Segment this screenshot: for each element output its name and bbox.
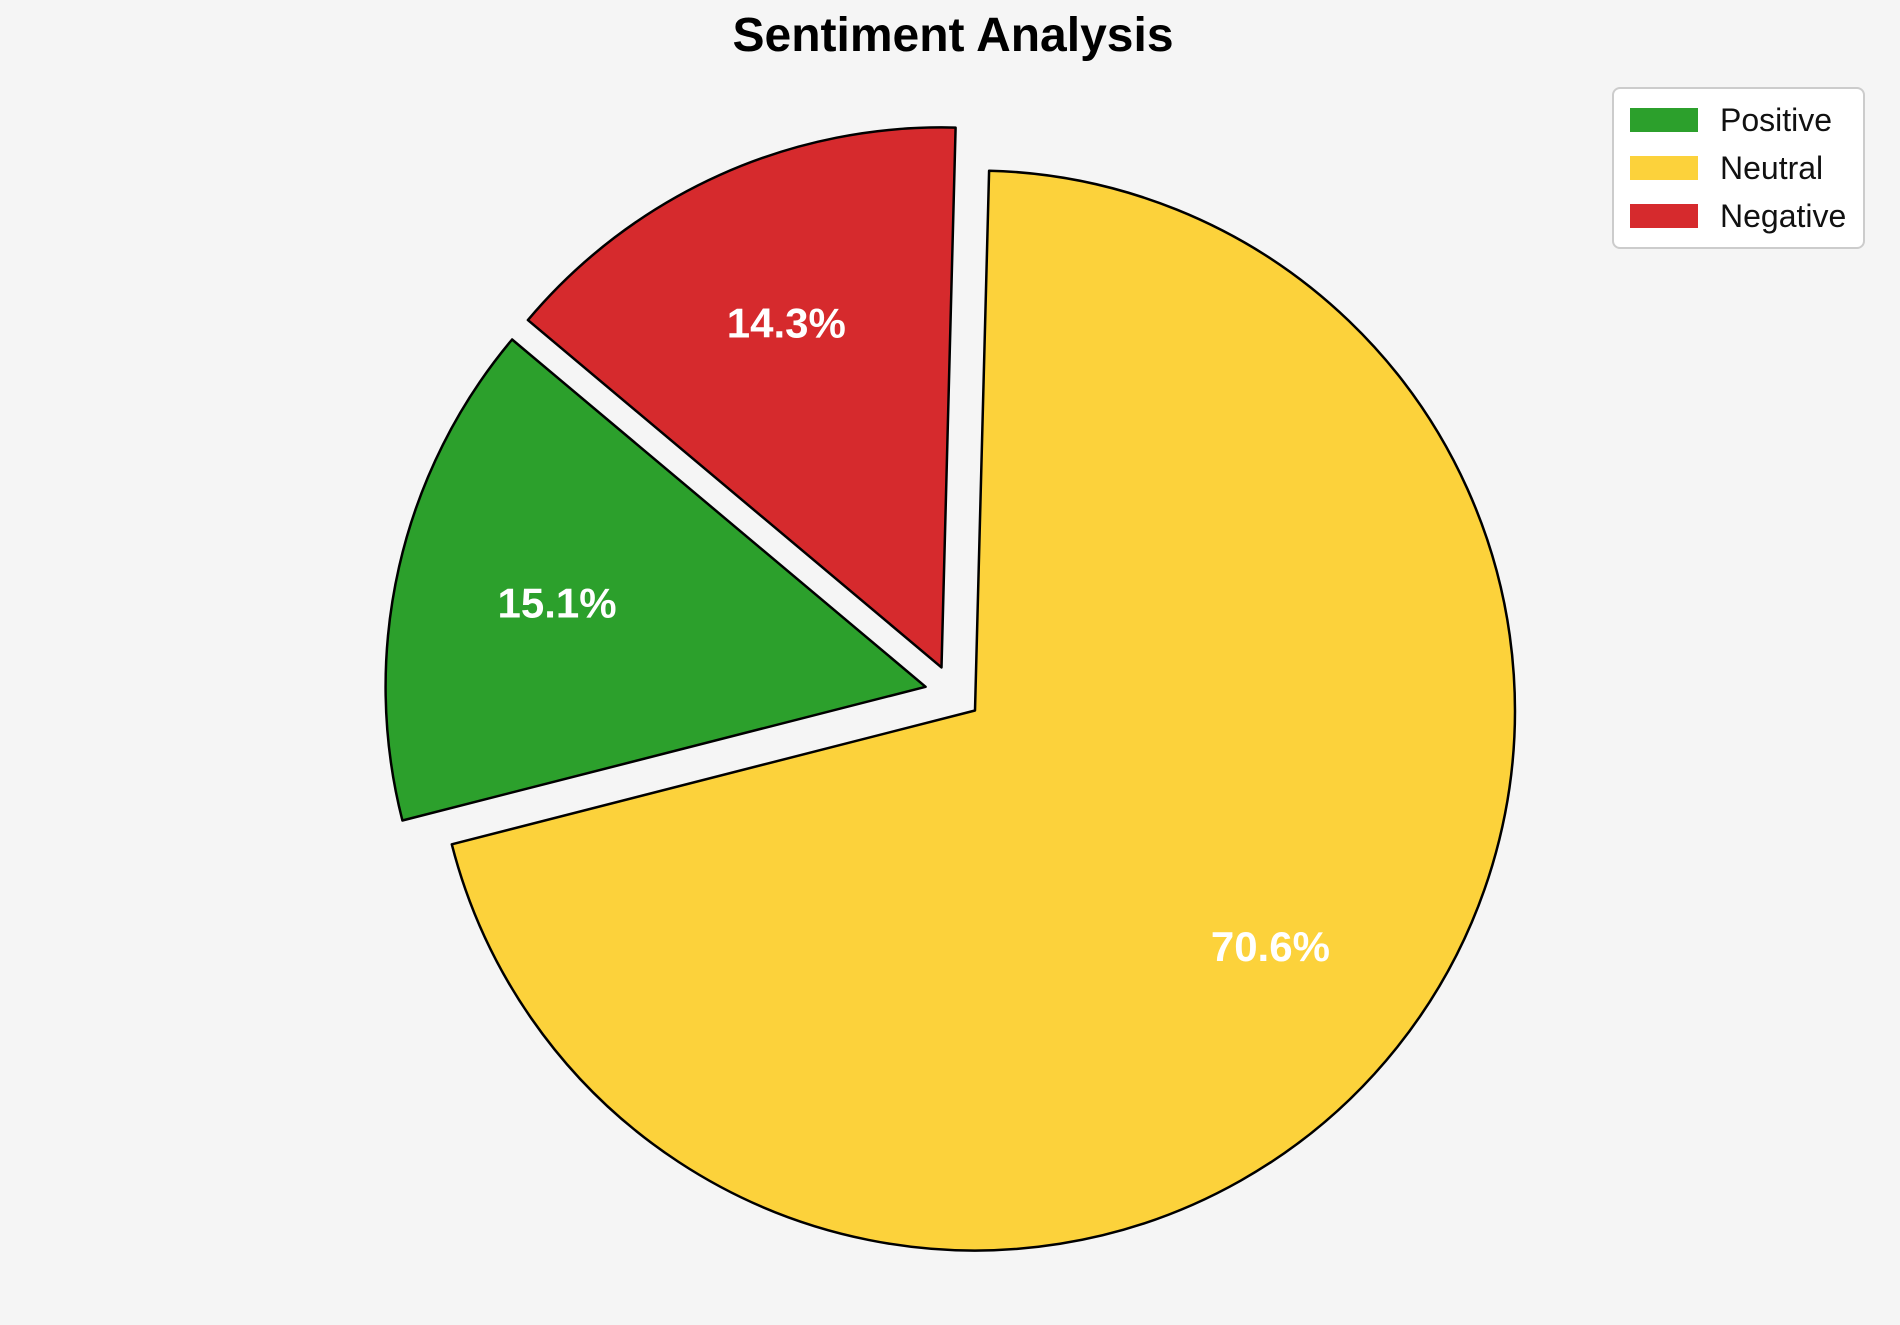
legend-label-negative: Negative [1720,198,1847,234]
legend-swatch-neutral [1630,156,1698,180]
pie-slice-negative [526,126,957,669]
legend-label-positive: Positive [1720,102,1833,138]
pie-slices [384,126,1517,1252]
pie-slice-neutral [450,169,1517,1252]
pct-label-positive: 15.1% [498,580,617,627]
legend-label-neutral: Neutral [1720,150,1824,186]
legend-item-neutral: Neutral [1630,150,1847,186]
chart-title: Sentiment Analysis [732,9,1174,62]
legend-item-negative: Negative [1630,198,1847,234]
pie-slice-positive [384,338,927,822]
legend-item-positive: Positive [1630,102,1847,138]
pct-label-neutral: 70.6% [1211,923,1330,970]
legend-swatch-positive [1630,108,1698,132]
legend: Positive Neutral Negative [1612,87,1865,249]
pct-label-negative: 14.3% [727,299,846,346]
legend-swatch-negative [1630,204,1698,228]
pie-percent-labels: 14.3% 15.1% 70.6% [498,299,1330,970]
